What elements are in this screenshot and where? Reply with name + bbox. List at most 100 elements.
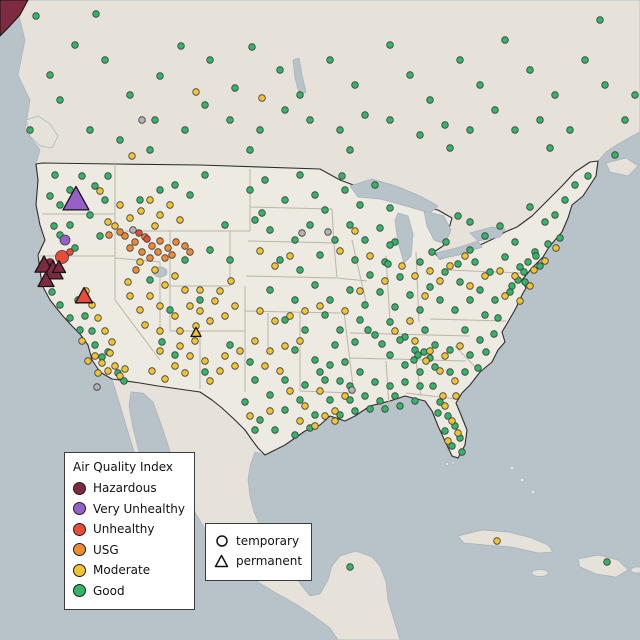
monitor-temporary-moderate[interactable] <box>156 302 164 310</box>
monitor-temporary-moderate[interactable] <box>151 222 159 230</box>
monitor-temporary-good[interactable] <box>511 238 519 246</box>
monitor-temporary-good[interactable] <box>501 36 509 44</box>
monitor-temporary-good[interactable] <box>96 232 104 240</box>
monitor-temporary-moderate[interactable] <box>493 537 501 545</box>
monitor-temporary-moderate[interactable] <box>126 214 134 222</box>
monitor-temporary-good[interactable] <box>171 181 179 189</box>
monitor-temporary-good[interactable] <box>416 131 424 139</box>
monitor-temporary-good[interactable] <box>66 314 74 322</box>
monitor-temporary-good[interactable] <box>86 211 94 219</box>
monitor-temporary-good[interactable] <box>446 144 454 152</box>
monitor-temporary-good[interactable] <box>336 126 344 134</box>
monitor-temporary-moderate[interactable] <box>481 272 489 280</box>
monitor-temporary-usg[interactable] <box>105 231 113 239</box>
monitor-temporary-good[interactable] <box>444 412 452 420</box>
monitor-temporary-moderate[interactable] <box>446 262 454 270</box>
monitor-temporary-good[interactable] <box>301 381 309 389</box>
monitor-temporary-very_unhealthy[interactable] <box>59 234 71 246</box>
monitor-temporary-moderate[interactable] <box>246 412 254 420</box>
monitor-temporary-moderate[interactable] <box>426 347 434 355</box>
monitor-temporary-moderate[interactable] <box>441 402 449 410</box>
monitor-temporary-moderate[interactable] <box>286 387 294 395</box>
monitor-temporary-moderate[interactable] <box>336 247 344 255</box>
monitor-temporary-good[interactable] <box>46 71 54 79</box>
monitor-temporary-moderate[interactable] <box>216 287 224 295</box>
monitor-temporary-moderate[interactable] <box>221 352 229 360</box>
monitor-temporary-moderate[interactable] <box>281 342 289 350</box>
monitor-temporary-good[interactable] <box>396 336 404 344</box>
monitor-temporary-good[interactable] <box>166 306 174 314</box>
monitor-temporary-good[interactable] <box>86 126 94 134</box>
monitor-temporary-moderate[interactable] <box>356 287 364 295</box>
monitor-temporary-good[interactable] <box>426 96 434 104</box>
monitor-temporary-good[interactable] <box>406 291 414 299</box>
monitor-temporary-good[interactable] <box>258 209 266 217</box>
monitor-permanent-hazardous[interactable] <box>37 271 55 288</box>
monitor-temporary-good[interactable] <box>384 260 392 268</box>
monitor-temporary-moderate[interactable] <box>148 367 156 375</box>
monitor-temporary-good[interactable] <box>256 126 264 134</box>
monitor-temporary-good[interactable] <box>494 314 502 322</box>
monitor-temporary-moderate[interactable] <box>316 387 324 395</box>
monitor-temporary-good[interactable] <box>32 12 40 20</box>
monitor-temporary-missing[interactable] <box>298 229 306 237</box>
monitor-temporary-moderate[interactable] <box>301 307 309 315</box>
monitor-temporary-good[interactable] <box>396 402 404 410</box>
monitor-temporary-good[interactable] <box>346 221 354 229</box>
monitor-temporary-good[interactable] <box>78 172 86 180</box>
monitor-temporary-good[interactable] <box>76 326 84 334</box>
monitor-temporary-good[interactable] <box>434 409 442 417</box>
monitor-temporary-moderate[interactable] <box>181 286 189 294</box>
monitor-temporary-good[interactable] <box>291 236 299 244</box>
monitor-temporary-good[interactable] <box>431 341 439 349</box>
monitor-temporary-good[interactable] <box>326 361 334 369</box>
monitor-temporary-good[interactable] <box>491 106 499 114</box>
monitor-temporary-good[interactable] <box>421 326 429 334</box>
monitor-temporary-good[interactable] <box>46 192 54 200</box>
monitor-temporary-moderate[interactable] <box>501 292 509 300</box>
monitor-temporary-good[interactable] <box>351 407 359 415</box>
monitor-temporary-good[interactable] <box>356 316 364 324</box>
monitor-temporary-good[interactable] <box>50 222 58 230</box>
monitor-temporary-good[interactable] <box>376 224 384 232</box>
monitor-temporary-good[interactable] <box>520 268 528 276</box>
monitor-permanent-very_unhealthy[interactable] <box>62 185 90 211</box>
monitor-temporary-moderate[interactable] <box>94 314 102 322</box>
monitor-temporary-good[interactable] <box>391 303 399 311</box>
monitor-temporary-usg[interactable] <box>172 238 180 246</box>
monitor-temporary-good[interactable] <box>281 376 289 384</box>
monitor-temporary-moderate[interactable] <box>191 337 199 345</box>
monitor-temporary-moderate[interactable] <box>98 359 106 367</box>
monitor-temporary-moderate[interactable] <box>104 218 112 226</box>
monitor-temporary-good[interactable] <box>561 196 569 204</box>
monitor-temporary-moderate[interactable] <box>436 277 444 285</box>
monitor-temporary-good[interactable] <box>341 186 349 194</box>
monitor-temporary-good[interactable] <box>556 234 564 242</box>
monitor-temporary-good[interactable] <box>601 81 609 89</box>
monitor-temporary-good[interactable] <box>311 191 319 199</box>
monitor-temporary-moderate[interactable] <box>137 207 145 215</box>
monitor-temporary-good[interactable] <box>410 356 418 364</box>
monitor-temporary-good[interactable] <box>536 116 544 124</box>
monitor-temporary-good[interactable] <box>364 326 372 334</box>
monitor-temporary-usg[interactable] <box>164 244 172 252</box>
monitor-temporary-moderate[interactable] <box>161 375 169 383</box>
monitor-temporary-usg[interactable] <box>186 248 194 256</box>
monitor-temporary-good[interactable] <box>366 271 374 279</box>
monitor-temporary-good[interactable] <box>416 382 424 390</box>
monitor-temporary-good[interactable] <box>311 411 319 419</box>
monitor-temporary-good[interactable] <box>611 151 619 159</box>
monitor-temporary-good[interactable] <box>316 251 324 259</box>
monitor-temporary-good[interactable] <box>351 338 359 346</box>
monitor-temporary-good[interactable] <box>441 121 449 129</box>
monitor-temporary-moderate[interactable] <box>176 327 184 335</box>
monitor-temporary-good[interactable] <box>261 176 269 184</box>
monitor-temporary-good[interactable] <box>146 146 154 154</box>
monitor-temporary-good[interactable] <box>378 340 386 348</box>
monitor-temporary-usg[interactable] <box>161 254 169 262</box>
monitor-temporary-good[interactable] <box>251 216 259 224</box>
monitor-temporary-moderate[interactable] <box>192 88 200 96</box>
monitor-temporary-moderate[interactable] <box>261 362 269 370</box>
monitor-temporary-good[interactable] <box>91 341 99 349</box>
monitor-temporary-good[interactable] <box>81 312 89 320</box>
